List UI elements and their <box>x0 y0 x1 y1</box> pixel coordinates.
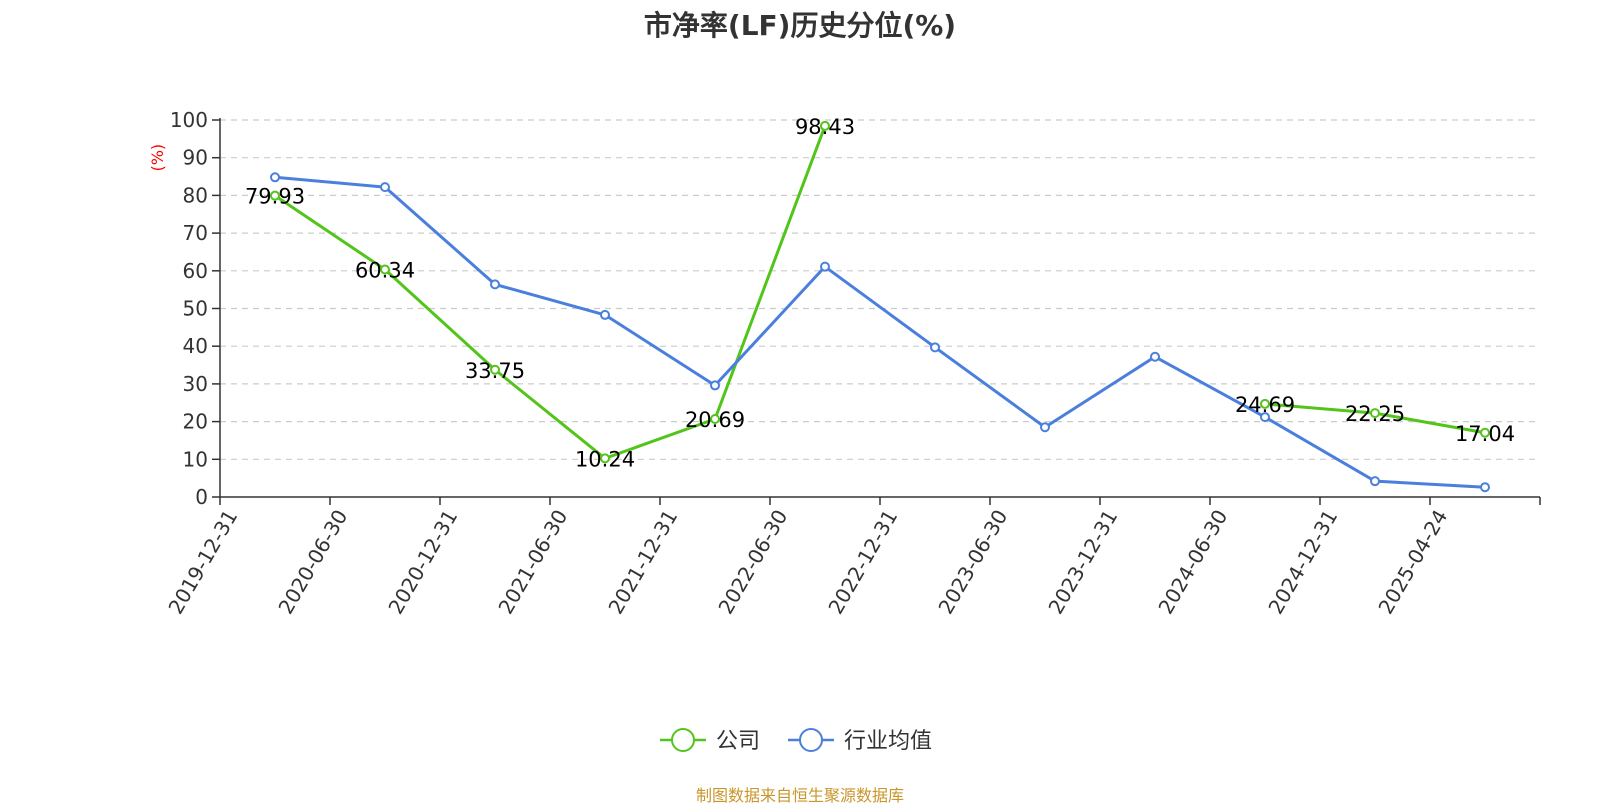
legend-marker-icon <box>671 728 695 752</box>
x-tick-label: 2023-06-30 <box>933 506 1012 619</box>
y-tick-label: 80 <box>183 183 208 207</box>
data-point[interactable] <box>600 309 610 320</box>
y-tick-label: 60 <box>183 259 208 283</box>
series-line <box>274 125 1486 460</box>
data-point[interactable] <box>930 342 940 353</box>
data-point[interactable] <box>820 261 830 272</box>
chart-title: 市净率(LF)历史分位(%) <box>643 9 957 42</box>
y-tick-label: 50 <box>183 297 208 321</box>
x-tick-label: 2024-12-31 <box>1263 506 1342 619</box>
x-tick-label: 2021-12-31 <box>603 506 682 619</box>
data-label: 22.25 <box>1345 402 1405 426</box>
series-company <box>270 120 1490 464</box>
data-point[interactable] <box>600 453 610 464</box>
data-point[interactable] <box>380 182 390 193</box>
x-tick-label: 2024-06-30 <box>1153 506 1232 619</box>
data-point[interactable] <box>1370 476 1380 487</box>
data-point[interactable] <box>820 120 830 131</box>
data-point[interactable] <box>1370 408 1380 419</box>
x-tick-label: 2019-12-31 <box>163 506 242 619</box>
data-point[interactable] <box>1260 412 1270 423</box>
y-tick-label: 40 <box>183 334 208 358</box>
data-point[interactable] <box>1480 427 1490 438</box>
source-note: 制图数据来自恒生聚源数据库 <box>695 786 904 805</box>
data-point[interactable] <box>270 190 280 201</box>
x-tick-label: 2020-12-31 <box>383 506 462 619</box>
legend: 公司 行业均值 <box>660 728 932 754</box>
data-label: 10.24 <box>575 447 635 471</box>
x-tick-label: 2023-12-31 <box>1043 506 1122 619</box>
data-label: 79.93 <box>245 185 305 209</box>
data-label: 33.75 <box>465 359 525 383</box>
data-point[interactable] <box>710 413 720 424</box>
data-label: 60.34 <box>355 259 415 283</box>
data-point[interactable] <box>710 380 720 391</box>
y-tick-label: 70 <box>183 221 208 245</box>
y-tick-label: 10 <box>183 447 208 471</box>
data-labels: 79.93 60.34 33.75 10.24 20.69 98.43 24.69 22.25… <box>245 115 1515 471</box>
data-point[interactable] <box>1480 482 1490 493</box>
legend-label: 行业均值 <box>844 729 932 754</box>
series-industry-avg <box>270 172 1490 493</box>
y-tick-label: 100 <box>170 108 208 132</box>
data-label: 20.69 <box>685 408 745 432</box>
x-tick-label: 2022-12-31 <box>823 506 902 619</box>
x-tick-label: 2025-04-24 <box>1373 506 1452 619</box>
series-lines <box>270 120 1490 493</box>
y-tick-label: 0 <box>195 485 208 509</box>
data-point[interactable] <box>490 364 500 375</box>
data-point[interactable] <box>1260 398 1270 409</box>
x-tick-label: 2022-06-30 <box>713 506 792 619</box>
grid-lines <box>220 119 1540 460</box>
legend-item-company[interactable]: 公司 <box>660 728 760 754</box>
y-tick-label: 90 <box>183 146 208 170</box>
legend-label: 公司 <box>716 729 760 754</box>
legend-marker-icon <box>799 728 823 752</box>
data-point[interactable] <box>270 172 280 183</box>
y-tick-label: 30 <box>183 372 208 396</box>
data-point[interactable] <box>380 264 390 275</box>
data-point[interactable] <box>1150 351 1160 362</box>
data-label: 17.04 <box>1455 422 1515 446</box>
data-point[interactable] <box>490 279 500 290</box>
x-tick-label: 2021-06-30 <box>493 506 572 619</box>
data-point[interactable] <box>1040 422 1050 433</box>
x-tick-label: 2020-06-30 <box>273 506 352 619</box>
y-tick-label: 20 <box>183 410 208 434</box>
legend-item-industry-avg[interactable]: 行业均值 <box>788 728 932 754</box>
y-axis-unit: (%) <box>148 144 167 172</box>
data-label: 24.69 <box>1235 393 1295 417</box>
data-label: 98.43 <box>795 115 855 139</box>
series-line <box>274 175 1486 489</box>
